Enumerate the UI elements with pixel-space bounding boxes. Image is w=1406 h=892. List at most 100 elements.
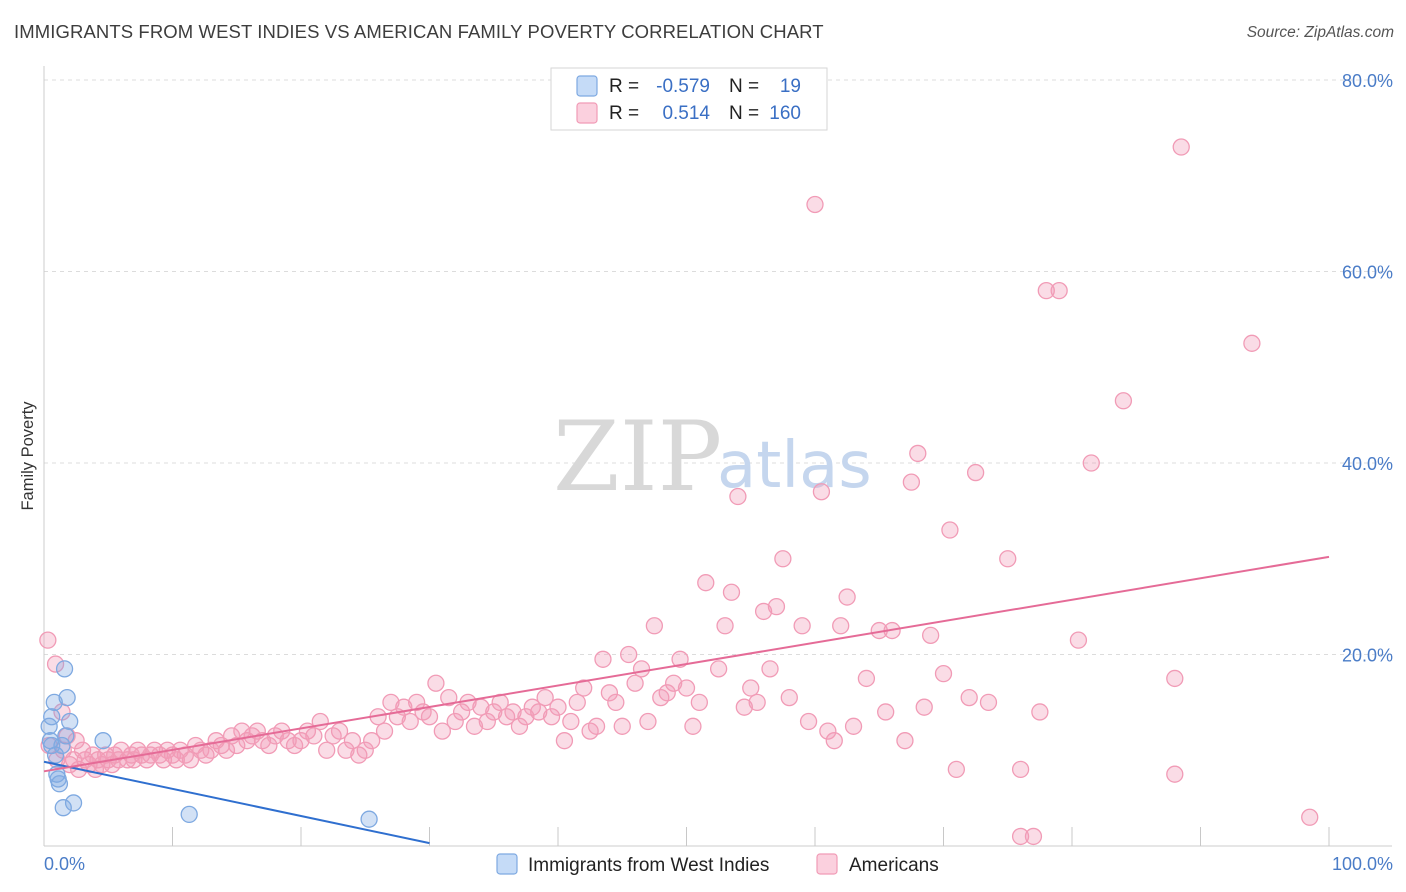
americans-point: [600, 684, 619, 702]
americans-point: [420, 708, 439, 726]
americans-point: [774, 550, 792, 568]
americans-trend-line: [43, 555, 1330, 773]
americans-point: [1166, 765, 1184, 783]
americans-point: [555, 732, 574, 750]
americans-point: [934, 665, 953, 683]
americans-point: [440, 688, 458, 707]
legend-r-label-1: R =: [609, 76, 639, 97]
west-indies-point: [58, 688, 76, 707]
americans-point: [452, 703, 471, 721]
americans-point: [966, 463, 985, 482]
americans-point: [671, 650, 689, 668]
legend-r-label-2: R =: [609, 103, 639, 124]
x-axis-ticks: [172, 827, 1330, 846]
legend-n-value-1: 19: [780, 76, 801, 97]
americans-point: [896, 732, 914, 750]
americans-point: [709, 660, 728, 678]
west-indies-trend-line: [43, 760, 430, 845]
series-legend-swatch-pink: [816, 853, 838, 875]
americans-point: [568, 693, 586, 712]
americans-point: [799, 712, 818, 731]
americans-point: [690, 693, 708, 712]
americans-point: [260, 736, 278, 755]
west-indies-point: [50, 775, 69, 793]
americans-point: [1243, 334, 1261, 352]
americans-point: [530, 703, 548, 721]
americans-point: [697, 574, 715, 592]
americans-point: [197, 746, 215, 764]
americans-point: [356, 741, 374, 759]
americans-point: [812, 483, 831, 501]
americans-point: [1301, 808, 1319, 826]
americans-point: [549, 698, 567, 716]
americans-point: [305, 727, 323, 745]
source-credit: Source: ZipAtlas.com: [1246, 24, 1394, 41]
series-legend: Immigrants from West Indies Americans: [496, 853, 939, 876]
americans-point: [1114, 392, 1133, 410]
americans-point: [684, 717, 702, 735]
watermark: ZIP atlas: [553, 401, 872, 513]
americans-point: [665, 674, 683, 692]
west-indies-point: [64, 794, 83, 812]
americans-point: [639, 712, 657, 731]
americans-point: [909, 444, 927, 463]
west-indies-point: [53, 736, 71, 755]
americans-point: [337, 741, 355, 759]
americans-point: [594, 650, 612, 668]
west-indies-point: [61, 712, 79, 731]
americans-point: [1069, 631, 1088, 649]
americans-point: [767, 597, 786, 616]
americans-point: [1037, 281, 1055, 300]
americans-point: [632, 660, 651, 678]
americans-point: [761, 660, 779, 678]
americans-point: [1050, 281, 1068, 300]
west-indies-point: [46, 746, 65, 764]
west-indies-point: [45, 693, 63, 712]
y-tick-label: 20.0%: [1342, 646, 1393, 666]
legend-n-label-1: N =: [729, 76, 759, 97]
americans-point: [832, 617, 850, 635]
americans-point: [375, 722, 394, 740]
americans-point: [39, 631, 57, 649]
americans-point: [793, 617, 811, 635]
americans-point: [407, 693, 426, 712]
americans-point: [292, 732, 310, 750]
chart-title: IMMIGRANTS FROM WEST INDIES VS AMERICAN …: [14, 21, 824, 42]
x-tick-label-min: 0.0%: [44, 854, 85, 874]
americans-point: [960, 688, 978, 707]
americans-point: [716, 617, 734, 635]
y-tick-label: 40.0%: [1342, 454, 1393, 474]
americans-point: [658, 684, 676, 702]
americans-point: [999, 550, 1017, 568]
americans-point: [677, 679, 696, 697]
americans-point: [542, 708, 561, 726]
legend-n-label-2: N =: [729, 103, 759, 124]
americans-point: [754, 602, 773, 621]
west-indies-point: [55, 660, 74, 678]
americans-point: [478, 712, 496, 731]
series-legend-swatch-blue: [496, 853, 518, 875]
americans-point: [504, 703, 522, 721]
series-legend-label-west-indies: Immigrants from West Indies: [528, 855, 769, 876]
americans-point: [729, 487, 747, 506]
americans-point: [613, 717, 631, 735]
americans-point: [735, 698, 753, 716]
americans-point: [562, 712, 580, 731]
trend-lines: [43, 555, 1330, 845]
americans-point: [645, 617, 664, 635]
americans-point: [1166, 669, 1184, 688]
y-axis-label: Family Poverty: [19, 401, 37, 511]
americans-point: [46, 655, 65, 673]
y-tick-label: 80.0%: [1342, 71, 1393, 91]
americans-point: [979, 693, 998, 712]
americans-point: [427, 674, 445, 692]
americans-point: [330, 722, 349, 740]
americans-point: [857, 669, 876, 688]
americans-point: [806, 195, 824, 214]
americans-point: [941, 521, 959, 539]
legend-swatch-blue: [576, 75, 598, 97]
y-axis-tick-labels: 20.0% 40.0% 60.0% 80.0%: [1342, 71, 1393, 666]
west-indies-point: [54, 799, 72, 817]
americans-point: [485, 703, 503, 721]
